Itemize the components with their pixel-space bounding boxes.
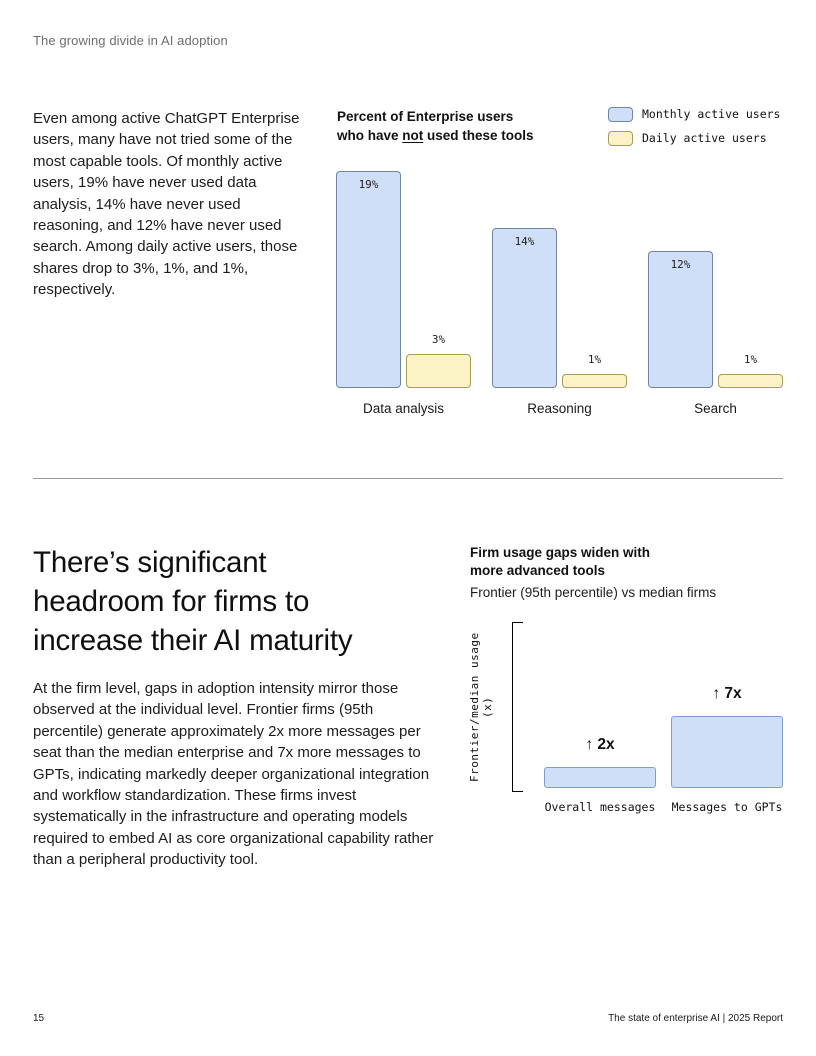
bar — [336, 171, 401, 388]
bar-wrap: 1% — [562, 353, 627, 388]
bar — [406, 353, 471, 388]
x-axis-label: Data analysis — [362, 401, 445, 416]
chart2-plot: ↑ 2x ↑ 7x — [512, 622, 783, 792]
bar-value-label: 12% — [670, 258, 691, 272]
bar-value-label: ↑ 2x — [585, 736, 615, 754]
chart1-title-line2: who have not used these tools — [337, 128, 534, 143]
bar-group: 14% 1% — [492, 228, 627, 388]
legend-label: Daily active users — [642, 131, 767, 145]
x-axis-label: Search — [694, 401, 737, 416]
bar-wrap: 14% — [492, 228, 557, 388]
section2-paragraph: At the firm level, gaps in adoption inte… — [33, 680, 434, 869]
bar — [648, 251, 713, 388]
chart2-y-axis-label: Frontier/median usage (x) — [468, 632, 494, 782]
bar-wrap: 3% — [406, 333, 471, 388]
footer-report-title: The state of enterprise AI | 2025 Report — [608, 1013, 783, 1024]
bar-value-label: 1% — [587, 353, 602, 366]
bar — [671, 715, 783, 788]
bar-wrap: 12% — [648, 251, 713, 388]
chart2-title: Firm usage gaps widen with more advanced… — [470, 545, 651, 578]
chart1-title-line1: Percent of Enterprise users — [337, 109, 514, 124]
x-axis-label: Messages to GPTs — [671, 800, 783, 814]
x-axis-label: Overall messages — [544, 800, 656, 814]
bar-wrap: 19% — [336, 171, 401, 388]
legend-label: Monthly active users — [642, 107, 781, 121]
chart1-title: Percent of Enterprise users who have not… — [337, 107, 534, 145]
page-number: 15 — [33, 1013, 45, 1024]
bar — [562, 374, 627, 388]
bar-value-label: 1% — [743, 353, 758, 366]
page-header: The growing divide in AI adoption — [33, 33, 228, 48]
chart1-plot: 19% 3% 14% 1% 12% 1% — [336, 171, 783, 388]
chart1-xaxis: Data analysis Reasoning Search — [336, 401, 783, 416]
bar-group: 12% 1% — [648, 251, 783, 388]
bar-value-label: ↑ 7x — [712, 684, 742, 702]
chart1-legend: Monthly active users Daily active users — [608, 106, 780, 146]
chart2-subtitle: Frontier (95th percentile) vs median fir… — [470, 585, 717, 600]
section1-paragraph: Even among active ChatGPT Enterprise use… — [33, 110, 300, 299]
underlined-word: not — [402, 128, 424, 143]
bar-wrap: ↑ 7x — [671, 685, 783, 788]
section-divider — [33, 478, 783, 479]
legend-swatch — [608, 106, 633, 122]
legend-item: Monthly active users — [608, 106, 780, 122]
bar-group: 19% 3% — [336, 171, 471, 388]
bar — [492, 228, 557, 388]
section2-heading: There’s significant headroom for firms t… — [33, 546, 353, 657]
bar-wrap: ↑ 2x — [544, 736, 656, 788]
legend-item: Daily active users — [608, 130, 780, 146]
bar-wrap: 1% — [718, 353, 783, 388]
bar — [544, 767, 656, 788]
bar — [718, 374, 783, 388]
chart2-xaxis: Overall messages Messages to GPTs — [512, 800, 783, 814]
bar-value-label: 14% — [514, 235, 535, 249]
legend-swatch — [608, 130, 633, 146]
bar-value-label: 19% — [358, 178, 379, 192]
bar-value-label: 3% — [431, 332, 446, 346]
x-axis-label: Reasoning — [527, 401, 592, 416]
